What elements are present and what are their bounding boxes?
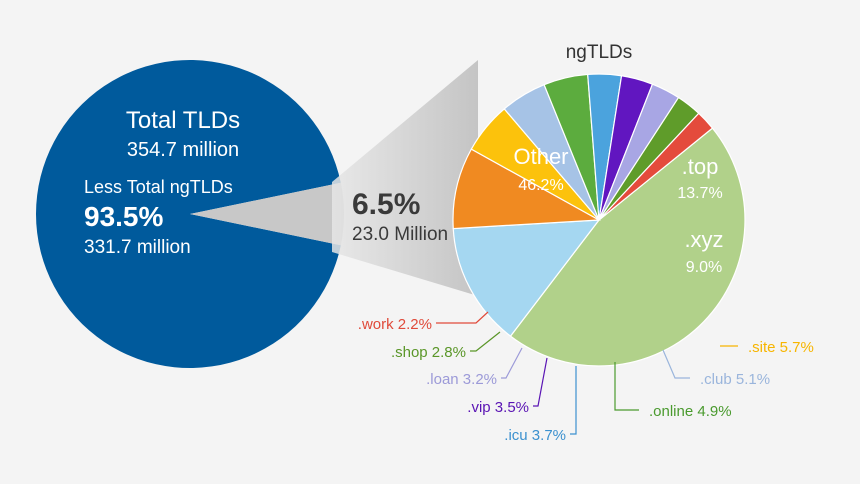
value-other: 46.2% [518,177,563,194]
less-ngtlds-pct: 93.5% [84,201,163,232]
ngtlds-pie [452,73,746,367]
leader-online [614,362,639,411]
label-club: .club 5.1% [700,371,770,388]
leader-vip [533,357,548,407]
ngtlds-share-value: 23.0 Million [352,224,448,245]
value-xyz: 9.0% [686,259,722,276]
slice-ngtlds [190,182,344,246]
leader-lines [436,311,738,435]
slice-other [509,127,746,367]
ngtlds-pie-title: ngTLDs [566,42,633,63]
label-other: Other [513,144,568,169]
label-vip: .vip 3.5% [467,399,529,416]
slice-labels: Other 46.2% .top 13.7% .xyz 9.0% .site 5.7% .cl… [358,144,814,444]
slice-less-total-ngtlds [35,60,341,368]
leader-loan [501,347,523,379]
slice-work [598,112,714,221]
slice-xyz [452,148,602,230]
ngtld-connector-wedge [332,60,478,296]
total-tlds-title: Total TLDs [126,107,240,134]
label-site: .site 5.7% [748,339,814,356]
label-xyz: .xyz [684,227,723,252]
less-ngtlds-value: 331.7 million [84,237,191,258]
label-work: .work 2.2% [358,316,432,333]
label-icu: .icu 3.7% [504,427,566,444]
leader-club [662,349,690,379]
total-tlds-pie [35,60,344,368]
less-ngtlds-label: Less Total ngTLDs [84,177,233,197]
leader-shop [470,331,501,352]
label-online: .online 4.9% [649,403,732,420]
total-tlds-value: 354.7 million [127,139,239,161]
slice-top [452,219,601,337]
value-top: 13.7% [677,185,722,202]
label-loan: .loan 3.2% [426,371,497,388]
leader-icu [570,366,577,435]
leader-work [436,311,489,324]
label-shop: .shop 2.8% [391,344,466,361]
ngtlds-share-pct: 6.5% [352,188,420,221]
label-top: .top [682,154,719,179]
